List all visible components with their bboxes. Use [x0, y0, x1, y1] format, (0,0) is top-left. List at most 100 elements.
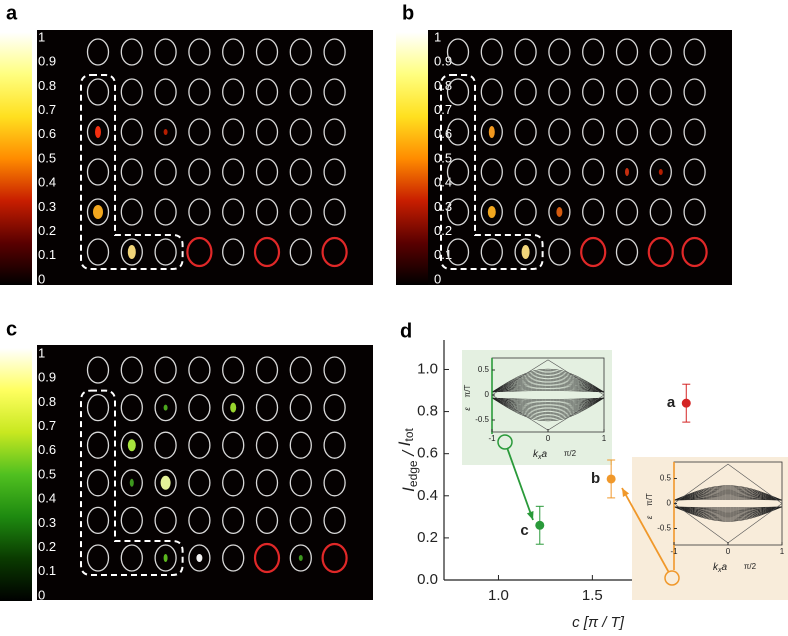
band — [673, 495, 783, 501]
inset-y-unit: π/T — [463, 385, 472, 398]
intensity-spot — [625, 168, 629, 176]
site — [289, 506, 312, 535]
colorbar-tick-label: 0.5 — [38, 466, 56, 481]
data-point — [535, 520, 545, 530]
band — [673, 488, 783, 501]
colorbar-tick-label: 0.3 — [38, 515, 56, 530]
site — [446, 198, 470, 226]
inset-x-label-part: k — [713, 562, 719, 573]
site — [154, 38, 177, 66]
band — [673, 506, 783, 517]
x-axis-label: c [π / T] — [572, 614, 625, 631]
site — [188, 431, 211, 459]
band — [491, 384, 605, 393]
site — [222, 431, 245, 459]
site — [222, 356, 245, 384]
inset-x-label-part: x — [717, 567, 722, 574]
site — [188, 38, 211, 66]
site — [514, 198, 537, 226]
image-background — [428, 30, 732, 285]
site — [582, 158, 605, 186]
band — [491, 381, 605, 393]
site — [86, 544, 110, 572]
colorbar — [0, 32, 32, 285]
y-axis-label-part: I — [395, 441, 414, 446]
inset-x-label-part: a — [541, 449, 547, 460]
site — [154, 393, 177, 422]
red-site — [253, 236, 281, 268]
site — [154, 158, 177, 186]
inset-x-unit: π/2 — [564, 449, 577, 458]
site — [683, 78, 706, 106]
site — [86, 158, 110, 186]
colorbar-tick-label: 0.9 — [38, 370, 56, 385]
colorbar-tick-label: 0.3 — [434, 199, 452, 214]
y-axis-label: Iedge / Itot — [395, 427, 420, 491]
site — [255, 198, 279, 226]
band — [491, 397, 605, 414]
inset-x-label-part: x — [537, 454, 542, 461]
inset-marker — [497, 434, 513, 450]
colorbar-tick-label: 0.6 — [38, 126, 56, 141]
colorbar-tick-label: 0.4 — [434, 175, 452, 190]
site — [154, 78, 177, 106]
site — [120, 198, 143, 226]
site — [446, 78, 470, 106]
site — [188, 356, 211, 384]
site — [615, 158, 639, 186]
site — [289, 78, 312, 106]
site — [323, 356, 346, 384]
intensity-spot — [93, 205, 103, 219]
colorbar-tick-label: 0.4 — [38, 175, 56, 190]
colorbar-tick-label: 1 — [38, 345, 45, 360]
site — [188, 78, 211, 106]
intensity-spot — [298, 555, 303, 561]
band — [491, 397, 605, 400]
site — [222, 544, 245, 572]
site — [255, 393, 279, 422]
band — [673, 490, 783, 501]
site — [514, 118, 537, 146]
site — [323, 38, 346, 66]
inset-y-label: ε — [463, 407, 472, 411]
inset-x-tick-label: 1 — [780, 547, 785, 556]
data-point — [606, 474, 616, 484]
colorbar-tick-label: 0.3 — [38, 199, 56, 214]
colorbar-tick-label: 0.7 — [38, 102, 56, 117]
band — [673, 489, 783, 501]
site — [120, 38, 143, 66]
site — [514, 38, 537, 66]
site — [289, 431, 312, 459]
site — [649, 78, 672, 106]
y-axis-label-part: tot — [402, 427, 416, 441]
intensity-spot — [160, 475, 171, 490]
band — [673, 496, 783, 501]
site — [222, 469, 245, 497]
band — [491, 397, 605, 419]
point-label: b — [591, 470, 600, 487]
site — [154, 198, 177, 226]
site — [615, 78, 639, 106]
site — [649, 198, 672, 226]
y-axis-label-part: edge — [406, 460, 420, 487]
site — [582, 118, 605, 146]
red-site — [580, 236, 607, 268]
colorbar — [396, 32, 428, 285]
site — [289, 469, 312, 497]
site — [649, 38, 672, 66]
data-point — [681, 398, 691, 408]
site — [222, 238, 245, 266]
intensity-spot — [163, 129, 168, 135]
site — [480, 198, 503, 226]
inset-x-label-part: a — [721, 562, 727, 573]
band — [491, 397, 605, 409]
band — [491, 397, 605, 412]
site — [255, 78, 279, 106]
band — [491, 397, 605, 404]
band — [673, 506, 783, 518]
site — [86, 393, 110, 422]
colorbar-tick-label: 0 — [434, 271, 441, 286]
site — [86, 356, 110, 384]
site — [154, 431, 177, 459]
